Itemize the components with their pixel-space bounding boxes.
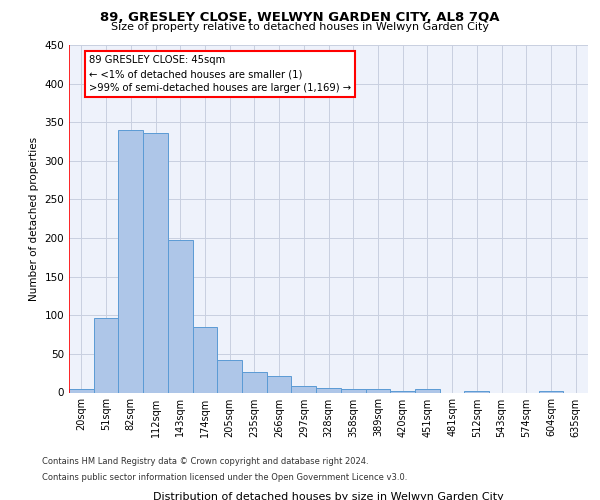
X-axis label: Distribution of detached houses by size in Welwyn Garden City: Distribution of detached houses by size … (153, 492, 504, 500)
Bar (539, 391, 563, 392)
Bar (217, 360, 242, 392)
Bar (464, 391, 489, 392)
Bar (390, 391, 415, 392)
Bar (292, 386, 316, 392)
Bar (316, 388, 341, 392)
Text: Contains public sector information licensed under the Open Government Licence v3: Contains public sector information licen… (42, 472, 407, 482)
Bar (69, 388, 94, 392)
Text: Contains HM Land Registry data © Crown copyright and database right 2024.: Contains HM Land Registry data © Crown c… (42, 458, 368, 466)
Bar (365, 390, 390, 392)
Bar (193, 327, 217, 392)
Bar (168, 240, 193, 392)
Bar (143, 133, 168, 392)
Y-axis label: Number of detached properties: Number of detached properties (29, 136, 39, 301)
Bar (94, 318, 118, 392)
Bar (267, 376, 292, 392)
Bar (118, 130, 143, 392)
Text: Size of property relative to detached houses in Welwyn Garden City: Size of property relative to detached ho… (111, 22, 489, 32)
Bar (341, 388, 365, 392)
Bar (242, 372, 267, 392)
Bar (415, 390, 440, 392)
Text: 89, GRESLEY CLOSE, WELWYN GARDEN CITY, AL8 7QA: 89, GRESLEY CLOSE, WELWYN GARDEN CITY, A… (100, 11, 500, 24)
Text: 89 GRESLEY CLOSE: 45sqm
← <1% of detached houses are smaller (1)
>99% of semi-de: 89 GRESLEY CLOSE: 45sqm ← <1% of detache… (89, 55, 351, 93)
